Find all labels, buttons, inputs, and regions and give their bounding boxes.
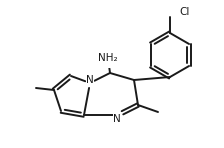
Text: Cl: Cl	[180, 7, 190, 17]
Text: N: N	[113, 114, 121, 124]
Text: N: N	[86, 75, 94, 85]
Text: NH₂: NH₂	[98, 53, 118, 63]
